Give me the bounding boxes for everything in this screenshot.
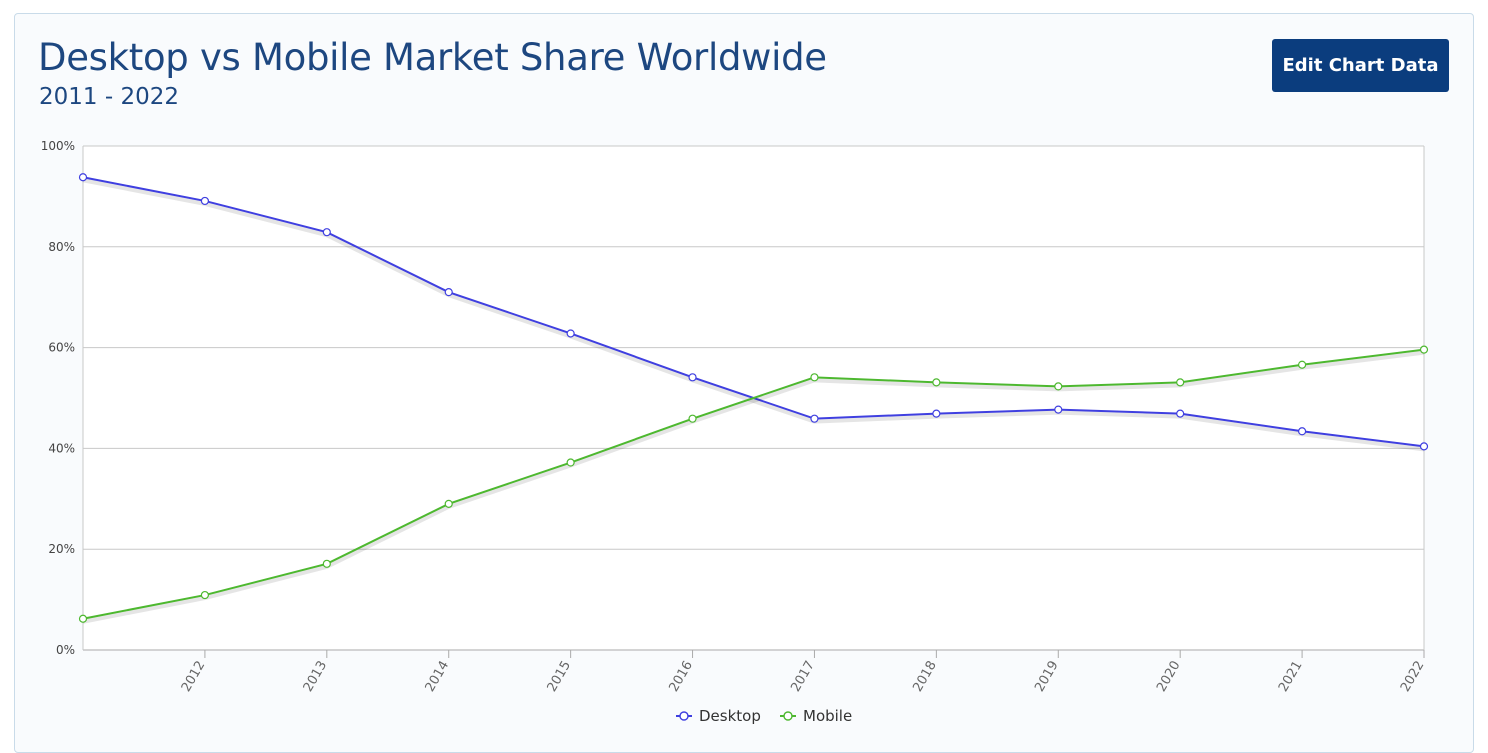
- page-subtitle: 2011 - 2022: [39, 84, 179, 110]
- data-point-mobile[interactable]: [1176, 378, 1185, 387]
- data-point-mobile[interactable]: [566, 458, 575, 467]
- y-tick-label: 100%: [41, 139, 75, 153]
- data-point-mobile[interactable]: [688, 414, 697, 423]
- data-point-mobile[interactable]: [444, 499, 453, 508]
- x-tick-label: 2019: [1032, 659, 1062, 695]
- data-point-desktop[interactable]: [1419, 442, 1429, 451]
- data-point-desktop[interactable]: [688, 373, 697, 382]
- series-line-shadow: [82, 178, 1425, 452]
- legend-swatch-marker: [783, 711, 793, 721]
- data-point-desktop[interactable]: [78, 173, 88, 182]
- legend-label-mobile: Mobile: [803, 707, 852, 725]
- y-tick-label: 60%: [48, 341, 75, 355]
- x-tick-label: 2020: [1154, 659, 1184, 695]
- legend-item-desktop[interactable]: Desktop: [676, 707, 761, 725]
- y-tick-label: 40%: [48, 441, 75, 455]
- series-line-shadow: [82, 350, 1425, 624]
- x-tick-label: 2022: [1398, 659, 1428, 695]
- x-tick-label: 2013: [301, 659, 331, 695]
- legend-item-mobile[interactable]: Mobile: [780, 707, 852, 725]
- data-point-desktop[interactable]: [200, 196, 210, 206]
- x-tick-label: 2017: [788, 659, 818, 695]
- y-tick-label: 0%: [56, 643, 75, 657]
- data-point-mobile[interactable]: [1297, 360, 1307, 369]
- data-point-mobile[interactable]: [322, 559, 331, 568]
- data-point-mobile[interactable]: [810, 373, 819, 382]
- legend-swatch-marker: [679, 711, 689, 721]
- edit-chart-data-button[interactable]: Edit Chart Data: [1272, 39, 1449, 92]
- data-point-desktop[interactable]: [810, 414, 819, 423]
- data-point-desktop[interactable]: [444, 288, 453, 297]
- legend-label-desktop: Desktop: [699, 707, 761, 725]
- series-mobile: [78, 345, 1429, 624]
- data-point-desktop[interactable]: [566, 329, 575, 338]
- y-tick-label: 80%: [48, 240, 75, 254]
- x-tick-label: 2015: [545, 659, 575, 695]
- y-tick-label: 20%: [48, 542, 75, 556]
- data-point-mobile[interactable]: [932, 378, 941, 387]
- x-tick-label: 2018: [910, 659, 940, 695]
- data-point-mobile[interactable]: [1419, 345, 1429, 354]
- x-tick-label: 2014: [423, 659, 453, 695]
- data-point-desktop[interactable]: [932, 409, 941, 418]
- data-point-desktop[interactable]: [1054, 405, 1063, 414]
- data-point-desktop[interactable]: [1176, 409, 1185, 418]
- series-line-mobile: [82, 348, 1425, 620]
- page-title: Desktop vs Mobile Market Share Worldwide: [38, 36, 827, 79]
- data-point-desktop[interactable]: [1297, 427, 1307, 436]
- data-point-mobile[interactable]: [1054, 382, 1063, 391]
- data-point-mobile[interactable]: [200, 590, 210, 600]
- data-point-mobile[interactable]: [78, 614, 88, 623]
- data-point-desktop[interactable]: [322, 228, 331, 237]
- x-tick-label: 2021: [1276, 659, 1306, 695]
- x-tick-label: 2012: [179, 659, 209, 695]
- x-tick-label: 2016: [666, 659, 696, 695]
